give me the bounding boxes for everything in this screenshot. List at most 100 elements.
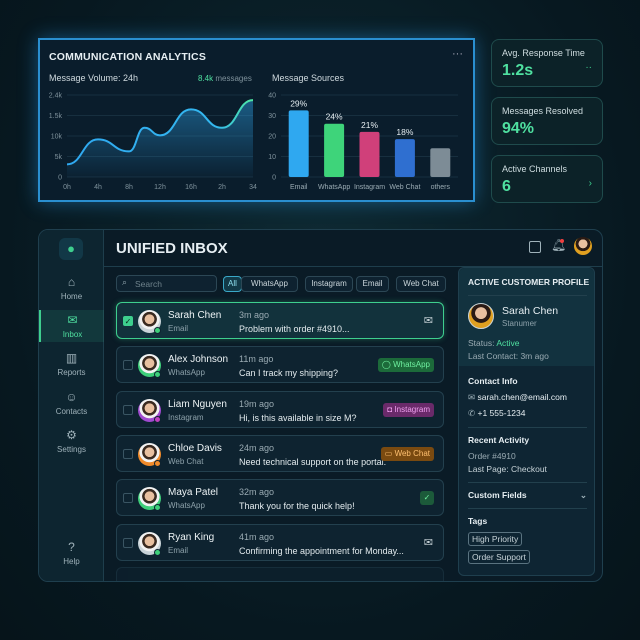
sidebar-item-contacts[interactable]: ☺ Contacts (39, 390, 104, 416)
row-checkbox[interactable] (123, 360, 133, 371)
x-tick-label: Web Chat (389, 184, 420, 191)
data-label: 18% (396, 127, 413, 137)
sidebar-item-label: Inbox (62, 330, 83, 339)
row-checkbox[interactable] (123, 493, 133, 504)
list-item[interactable]: Maya Patel WhatsApp 32m ago Thank you fo… (116, 479, 444, 517)
list-item[interactable]: Ryan King Email 41m ago Confirming the a… (116, 523, 444, 561)
check-icon: ✓ (420, 491, 434, 506)
dots-icon: ·· (585, 62, 592, 73)
list-item[interactable]: ✓ Sarah Chen Email 3m ago Problem with o… (116, 302, 444, 339)
filter-instagram[interactable]: Instagram (305, 276, 353, 292)
x-tick-label: 16h (185, 184, 197, 191)
presence-dot (154, 327, 161, 334)
tag[interactable]: High Priority (468, 532, 523, 546)
sidebar-item-inbox[interactable]: ✉ Inbox (39, 310, 104, 342)
search-placeholder: Search (135, 279, 162, 289)
x-tick-label: WhatsApp (318, 184, 350, 191)
home-icon: ⌂ (67, 275, 76, 289)
stat-value: 94% (502, 120, 535, 137)
y-tick-label: 0 (58, 175, 62, 182)
analytics-title: COMMUNICATION ANALYTICS (49, 51, 207, 63)
stat-card[interactable]: Avg. Response Time 1.2s ·· (491, 39, 603, 87)
last-contact: Last Contact: 3m ago (468, 351, 549, 361)
filter-whatsapp[interactable]: WhatsApp (241, 276, 298, 292)
sources-title: Message Sources (272, 73, 345, 83)
profile-email[interactable]: sarah.chen@email.com (477, 392, 567, 402)
x-tick-label: 8h (125, 184, 133, 191)
custom-fields-toggle[interactable]: Custom Fields ⌄ (468, 490, 587, 501)
status-value: Active (496, 338, 520, 348)
compose-icon[interactable] (529, 241, 541, 253)
chart-icon: ▥ (65, 351, 78, 365)
list-item-partial[interactable] (116, 567, 444, 581)
email-row[interactable]: ✉ sarah.chen@email.com (468, 392, 567, 403)
contact-name: Sarah Chen (168, 310, 222, 321)
contact-channel: WhatsApp (168, 501, 205, 511)
y-tick-label: 30 (268, 113, 276, 120)
filter-web-chat[interactable]: Web Chat (396, 276, 446, 292)
filter-email[interactable]: Email (356, 276, 389, 292)
bar-web-chat (394, 139, 415, 177)
x-tick-label: 34 (249, 184, 257, 191)
message-preview: Need technical support on the portal. (239, 456, 387, 467)
tag[interactable]: Order Support (468, 550, 530, 564)
customer-profile-panel: ACTIVE CUSTOMER PROFILE Sarah Chen Stanu… (458, 267, 595, 576)
profile-phone[interactable]: +1 555-1234 (477, 408, 526, 418)
total-unit: messages (215, 74, 252, 83)
message-time: 11m ago (239, 354, 274, 365)
list-item[interactable]: Alex Johnson WhatsApp 11m ago Can I trac… (116, 346, 444, 384)
profile-subtitle: Stanumer (502, 319, 537, 328)
contact-name: Alex Johnson (168, 354, 229, 366)
chevron-right-icon: › (588, 178, 592, 189)
activity-order: Order #4910 (468, 451, 516, 461)
y-tick-label: 2.4k (49, 93, 63, 100)
message-preview: Thank you for the quick help! (239, 501, 355, 512)
phone-row[interactable]: ✆ +1 555-1234 (468, 408, 525, 419)
tags-heading: Tags (468, 516, 488, 526)
sidebar-item-label: Home (60, 292, 83, 301)
list-item[interactable]: Liam Nguyen Instagram 19m ago Hi, is thi… (116, 390, 444, 428)
more-icon[interactable]: ··· (452, 48, 463, 60)
y-tick-label: 40 (268, 93, 276, 100)
stat-card[interactable]: Active Channels 6 › (491, 155, 603, 203)
x-tick-label: Email (290, 184, 308, 191)
gear-icon: ⚙ (66, 428, 77, 442)
volume-title: Message Volume: 24h (49, 73, 139, 83)
bell-icon[interactable]: 🔔︎ (551, 238, 567, 252)
sidebar-item-home[interactable]: ⌂ Home (39, 275, 104, 301)
list-item[interactable]: Chloe Davis Web Chat 24m ago Need techni… (116, 434, 444, 472)
row-checkbox[interactable] (123, 448, 133, 459)
data-label: 29% (290, 98, 307, 108)
inbox-header: UNIFIED INBOX 🔔︎ (104, 230, 602, 267)
analytics-charts: 0 5k 10k 1.5k 2.4k 0h 4h 8h 12h 16h 2h 34 0 10 20 30 40 E… (49, 93, 458, 191)
y-tick-label: 1.5k (49, 113, 63, 120)
whatsapp-icon: ◯ (381, 360, 391, 370)
stat-card[interactable]: Messages Resolved 94% (491, 97, 603, 145)
activity-heading: Recent Activity (468, 435, 530, 445)
sidebar-item-settings[interactable]: ⚙ Settings (39, 428, 104, 454)
activity-last-page: Last Page: Checkout (468, 464, 547, 474)
filter-all[interactable]: All (223, 276, 242, 292)
phone-icon: ✆ (468, 408, 476, 418)
row-checkbox[interactable] (123, 404, 133, 415)
mail-icon: ✉ (423, 536, 433, 549)
sidebar-item-help[interactable]: ? Help (39, 540, 104, 566)
search-input[interactable]: ⌕ Search (116, 275, 217, 292)
message-preview: Can I track my shipping? (239, 368, 339, 379)
x-tick-label: 0h (63, 184, 71, 191)
help-icon: ? (68, 540, 75, 554)
message-time: 41m ago (239, 531, 275, 542)
profile-name: Sarah Chen (502, 305, 559, 317)
contact-channel: Instagram (168, 412, 204, 422)
instagram-icon: ◘ (387, 404, 393, 414)
contact-channel: Email (168, 545, 189, 555)
contact-channel: Web Chat (168, 456, 204, 466)
chat-icon: ▭ (384, 448, 393, 458)
row-checkbox[interactable] (123, 537, 133, 548)
status-label: Status: (468, 338, 495, 348)
sidebar-item-reports[interactable]: ▥ Reports (39, 351, 104, 377)
y-tick-label: 20 (268, 134, 276, 141)
row-checkbox[interactable]: ✓ (123, 316, 133, 326)
x-tick-label: others (431, 184, 451, 191)
user-avatar[interactable] (574, 237, 592, 255)
